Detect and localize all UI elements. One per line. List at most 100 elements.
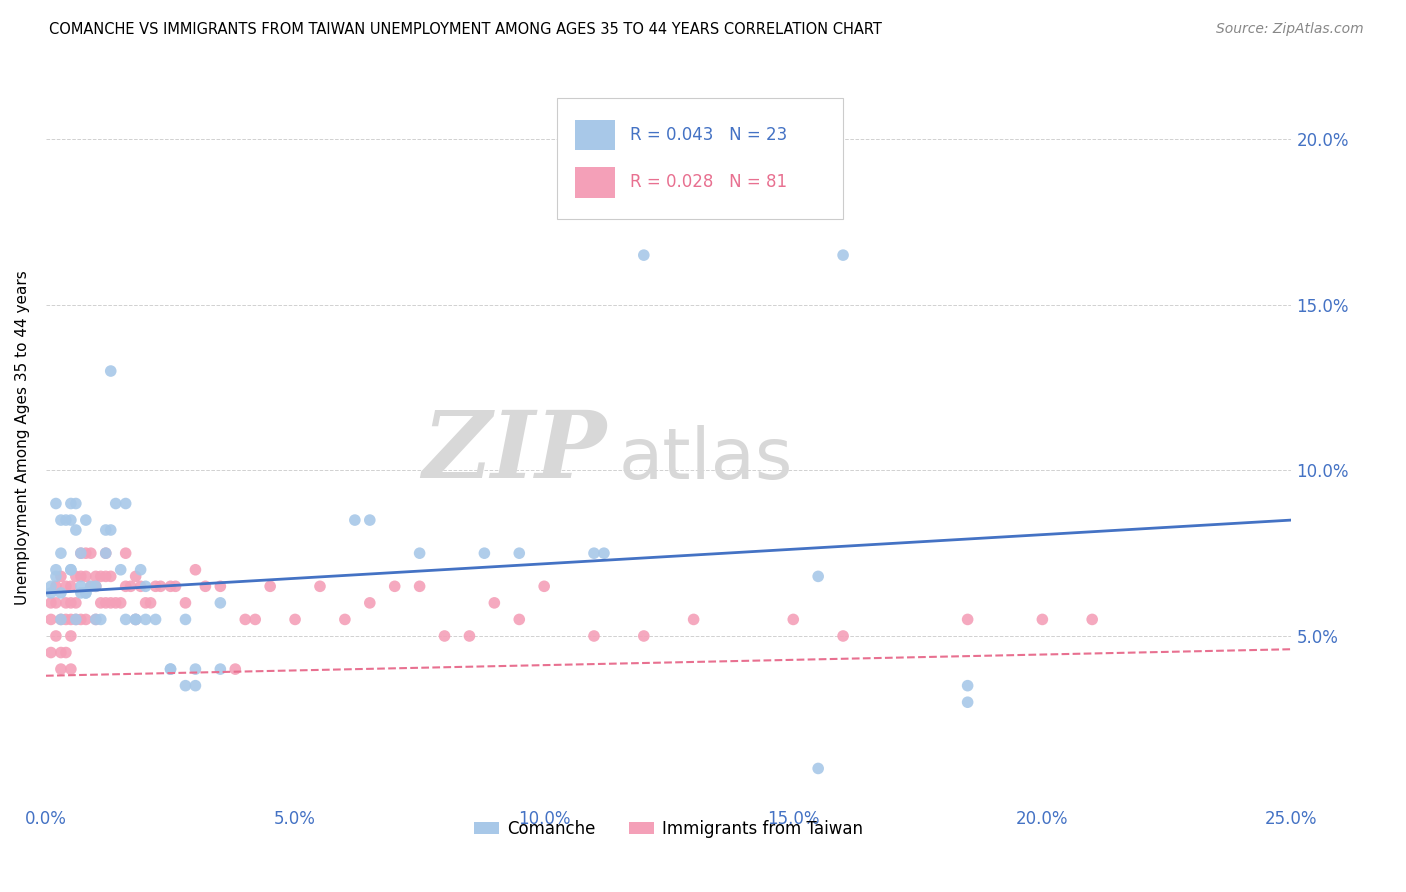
Point xyxy=(209,662,232,676)
Point xyxy=(209,596,232,610)
Point xyxy=(55,579,77,593)
Point xyxy=(84,612,107,626)
Point xyxy=(49,646,72,660)
Point xyxy=(110,596,132,610)
Point xyxy=(59,513,82,527)
Point xyxy=(100,569,122,583)
Point xyxy=(120,579,142,593)
Point xyxy=(159,662,181,676)
Point xyxy=(114,612,136,626)
Point xyxy=(45,563,67,577)
Point xyxy=(45,496,67,510)
Point xyxy=(129,563,152,577)
Point xyxy=(245,612,267,626)
Point xyxy=(75,586,97,600)
Text: atlas: atlas xyxy=(619,425,793,493)
Point xyxy=(956,679,979,693)
Point xyxy=(65,496,87,510)
Point xyxy=(55,646,77,660)
Point xyxy=(433,629,456,643)
Point xyxy=(284,612,307,626)
Point xyxy=(508,546,530,560)
Point xyxy=(59,563,82,577)
Point xyxy=(682,132,704,146)
Point xyxy=(333,612,356,626)
Point xyxy=(145,579,167,593)
Point xyxy=(184,662,207,676)
Point xyxy=(484,596,506,610)
Point xyxy=(45,596,67,610)
Point xyxy=(114,579,136,593)
Point xyxy=(149,579,172,593)
FancyBboxPatch shape xyxy=(575,167,616,197)
Point xyxy=(59,662,82,676)
Point xyxy=(59,596,82,610)
Point xyxy=(582,629,605,643)
Point xyxy=(59,612,82,626)
Point xyxy=(70,612,93,626)
Point xyxy=(75,513,97,527)
Point xyxy=(343,513,366,527)
Point xyxy=(65,612,87,626)
Point xyxy=(70,546,93,560)
Point xyxy=(49,586,72,600)
Point xyxy=(184,563,207,577)
Point xyxy=(49,546,72,560)
Point xyxy=(65,612,87,626)
Point xyxy=(55,596,77,610)
Point xyxy=(70,546,93,560)
Point xyxy=(65,569,87,583)
Point xyxy=(782,612,804,626)
Point xyxy=(194,579,217,593)
Point xyxy=(174,596,197,610)
Point xyxy=(45,629,67,643)
Point xyxy=(49,569,72,583)
Point xyxy=(408,546,430,560)
Point xyxy=(84,569,107,583)
Point xyxy=(80,579,103,593)
Point xyxy=(94,523,117,537)
Point xyxy=(124,612,146,626)
Point xyxy=(114,546,136,560)
Point xyxy=(359,513,381,527)
Point xyxy=(80,579,103,593)
Point xyxy=(1081,612,1104,626)
Point xyxy=(59,579,82,593)
Point xyxy=(100,596,122,610)
Point xyxy=(159,579,181,593)
Point xyxy=(39,596,62,610)
Point xyxy=(80,546,103,560)
Point xyxy=(104,496,127,510)
Point xyxy=(45,579,67,593)
Point xyxy=(832,248,855,262)
Point xyxy=(49,612,72,626)
Point xyxy=(159,662,181,676)
Point xyxy=(94,546,117,560)
Point xyxy=(114,496,136,510)
Point xyxy=(49,513,72,527)
Point xyxy=(474,546,496,560)
Point xyxy=(1031,612,1053,626)
Point xyxy=(59,496,82,510)
Y-axis label: Unemployment Among Ages 35 to 44 years: Unemployment Among Ages 35 to 44 years xyxy=(15,270,30,605)
Point xyxy=(956,612,979,626)
Point xyxy=(49,662,72,676)
Point xyxy=(94,546,117,560)
Point xyxy=(582,546,605,560)
Point xyxy=(682,612,704,626)
Point xyxy=(84,579,107,593)
Text: R = 0.043   N = 23: R = 0.043 N = 23 xyxy=(630,126,787,144)
Point xyxy=(174,612,197,626)
Point xyxy=(633,629,655,643)
Point xyxy=(75,546,97,560)
Point xyxy=(956,695,979,709)
Point xyxy=(39,612,62,626)
Point xyxy=(224,662,246,676)
Point xyxy=(135,612,157,626)
Point xyxy=(55,513,77,527)
Point xyxy=(807,569,830,583)
Point xyxy=(174,679,197,693)
Point xyxy=(90,612,112,626)
Point xyxy=(259,579,281,593)
Point xyxy=(75,612,97,626)
